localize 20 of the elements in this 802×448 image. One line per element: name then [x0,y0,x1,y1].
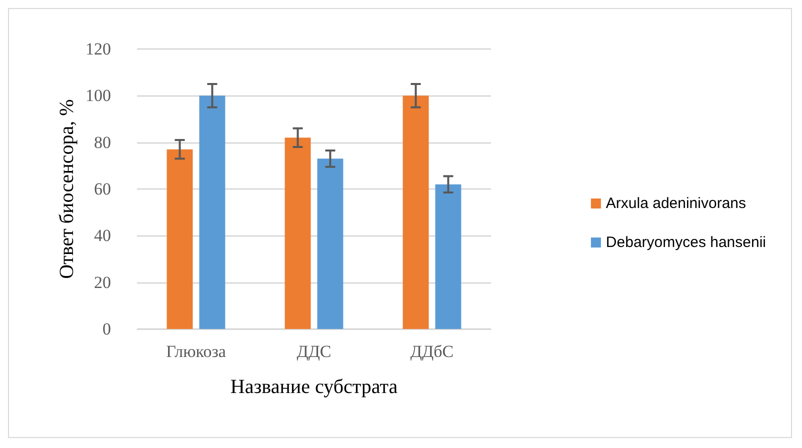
y-tick-label: 120 [86,40,111,58]
y-tick-label: 60 [94,180,111,198]
bar [284,138,311,329]
bar [402,96,429,329]
x-tick-label: ДДС [296,342,332,361]
x-tick-label: ДДбС [410,342,454,361]
y-axis-title: Ответ биосенсора, % [56,99,78,279]
y-tick-label: 20 [94,272,111,292]
bar [199,96,226,329]
bar [317,158,344,329]
bar [166,149,193,329]
y-tick-label: 0 [102,320,111,338]
legend-label: Debaryomyces hansenii [606,234,766,251]
legend-label: Arxula adeninivorans [606,195,746,212]
y-tick-label: 100 [86,86,111,106]
x-axis-title: Название субстрата [230,376,398,398]
y-tick-label: 80 [94,132,111,152]
bar [435,184,462,329]
x-tick-label: Глюкоза [166,342,226,361]
y-tick-label: 40 [94,226,111,246]
